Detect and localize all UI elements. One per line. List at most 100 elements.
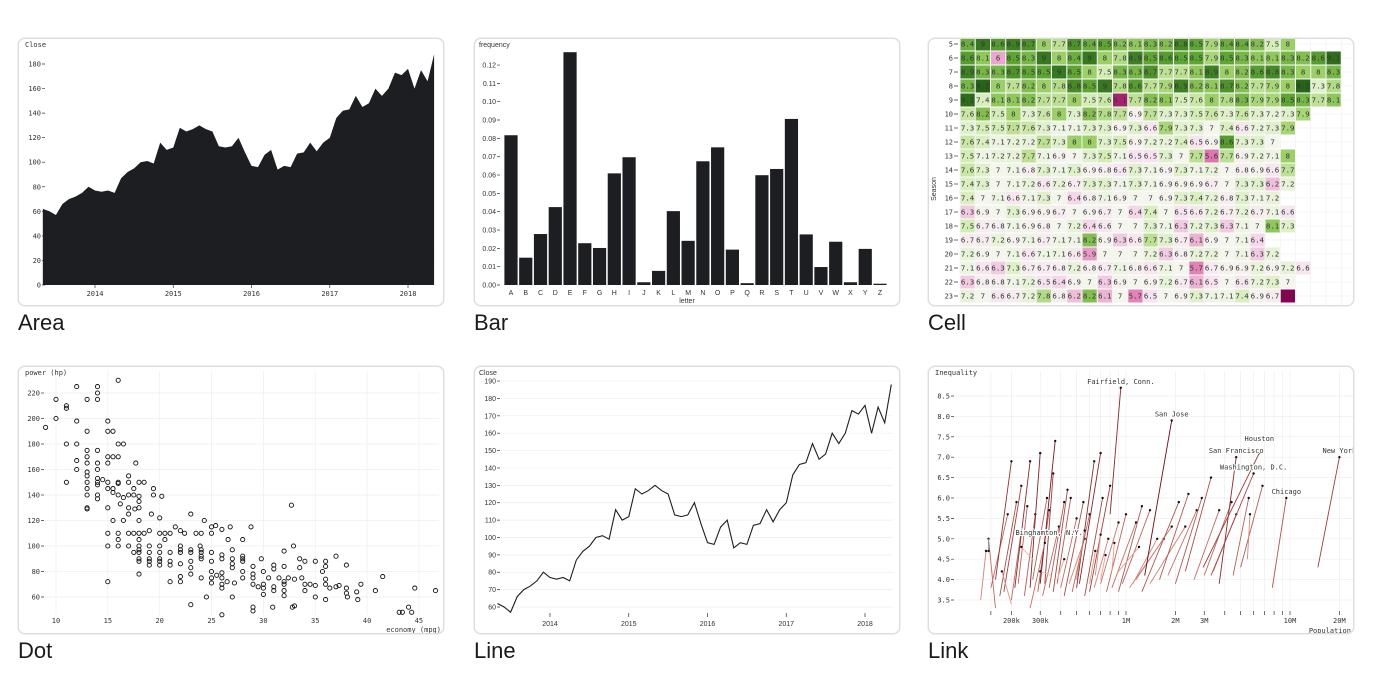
x-tick-label: U: [804, 290, 809, 297]
cell-label: 7: [981, 194, 985, 203]
cell: [1082, 51, 1097, 65]
cell: [1082, 191, 1097, 205]
season-label: 16: [945, 195, 953, 203]
line-chart-card[interactable]: 60 70 80 90 100 110 120 130 140 150 160 170 180 190 20…: [474, 366, 900, 634]
cell-label: 7.2: [1190, 222, 1203, 231]
cell-label: 7.8: [1113, 54, 1126, 63]
cell-label: 8.2: [1235, 82, 1248, 91]
cell: [1174, 191, 1189, 205]
dot-chart-card[interactable]: 10 15 20 25 30 35 40 45 60 80 100 120 140 160 180 200 22…: [18, 366, 444, 634]
cell: [975, 107, 990, 121]
y-tick-label: 100: [484, 535, 496, 542]
bar-caption[interactable]: Bar: [474, 310, 509, 335]
cell: [1021, 261, 1036, 275]
season-label: 12: [945, 139, 953, 147]
cell-chart-card[interactable]: Season 5 8.4 9 8.6 8.9 8.7 8 7.7 8.7 8.4 8.5 8.2 8.1 8…: [928, 38, 1354, 306]
link-caption[interactable]: Link: [928, 638, 969, 663]
cell: [1174, 275, 1189, 289]
cell: [975, 163, 990, 177]
dot: [225, 537, 231, 543]
cell: [991, 289, 1006, 303]
cell-label: 7.3: [1083, 152, 1096, 161]
link: [1203, 501, 1232, 576]
cell-label: 8: [1042, 40, 1046, 49]
cell: [1113, 191, 1128, 205]
cell-label: 7.6: [961, 166, 974, 175]
cell-label: 6.8: [1129, 264, 1142, 273]
cell: [1082, 39, 1097, 51]
dot-caption[interactable]: Dot: [18, 638, 53, 663]
x-tick-label: P: [730, 290, 735, 297]
cell: [1158, 51, 1173, 65]
area-caption[interactable]: Area: [18, 310, 65, 335]
cell-label: 8.1: [1190, 68, 1203, 77]
cell-label: 8.4: [1083, 40, 1097, 49]
cell-label: 8.5: [1007, 54, 1020, 63]
dot: [126, 473, 132, 479]
cell-label: 6.3: [1113, 236, 1126, 245]
link-chart-card[interactable]: 3.5 4.0 4.5 5.0 5.5 6.0 6.5 7.0 7.5 8.0 8.5 200k 300…: [928, 366, 1354, 634]
dot: [105, 486, 111, 492]
cell: [975, 39, 990, 51]
cell-label: 9.1: [1327, 54, 1340, 63]
cell: [1006, 121, 1021, 135]
cell-label: 7.6: [1205, 110, 1218, 119]
cell: [1067, 79, 1082, 93]
cell: [1235, 261, 1250, 275]
x-tick-label: K: [656, 290, 661, 297]
cell: [1128, 39, 1143, 51]
link: [1132, 538, 1158, 584]
dot: [270, 604, 276, 610]
cell-label: 7.1: [1098, 194, 1111, 203]
cell-label: 6.7: [976, 236, 989, 245]
cell: [1143, 261, 1158, 275]
cell-label: 7.9: [1266, 96, 1279, 105]
x-tick-label: 10: [52, 617, 60, 625]
link-endpoint: [1039, 570, 1042, 573]
season-label: 9: [949, 97, 953, 105]
cell-label: 8.8: [1068, 82, 1081, 91]
cell: [1006, 261, 1021, 275]
cell-label: 7.1: [1220, 292, 1233, 301]
dot: [126, 543, 132, 549]
cell-label: 6.8: [1083, 264, 1096, 273]
dot: [167, 549, 173, 555]
dot: [198, 556, 204, 562]
link: [999, 502, 1017, 596]
y-tick-label: 80: [32, 568, 40, 576]
cell: [1052, 275, 1067, 289]
dot: [136, 537, 142, 543]
cell-label: 7.8: [1052, 82, 1065, 91]
cell-label: 7: [1118, 222, 1122, 231]
cell-label: 7.3: [1052, 138, 1065, 147]
cell-caption[interactable]: Cell: [928, 310, 966, 335]
line-caption[interactable]: Line: [474, 638, 516, 663]
cell: [1021, 233, 1036, 247]
cell-label: 6.6: [1235, 124, 1248, 133]
x-tick-label: Z: [878, 290, 883, 297]
cell: [1265, 205, 1280, 219]
cell-label: 8.6: [1129, 82, 1142, 91]
cell-label: 6.9: [1068, 278, 1081, 287]
cell-label: 7.2: [991, 236, 1004, 245]
area-chart-card[interactable]: Close 0 20 40 60 80 100 120 140 160 180 2014 2015 201…: [18, 38, 444, 306]
cell: [1158, 275, 1173, 289]
cell: [1219, 261, 1234, 275]
cell-label: 7: [1148, 194, 1152, 203]
cell: [1036, 51, 1051, 65]
y-axis-label: power (hp): [25, 369, 67, 377]
cell: [1326, 51, 1341, 65]
cell-label: 8.5: [1037, 68, 1050, 77]
dot: [240, 553, 246, 559]
cell: [1280, 39, 1295, 51]
cell-label: 8.2: [1022, 96, 1035, 105]
y-tick-label: 4.0: [937, 576, 950, 584]
cell-label: 6.9: [1022, 208, 1035, 217]
bar-chart-card[interactable]: frequency 0.00 0.01 0.02 0.03 0.04 0.05 0.06 0.0…: [474, 38, 900, 306]
cell-label: 7.2: [961, 250, 974, 259]
link-endpoint: [1113, 541, 1116, 545]
cell-label: 8.1: [1266, 222, 1279, 231]
cell-label: 7.3: [1281, 222, 1294, 231]
cell: [1158, 107, 1173, 121]
cell: [1067, 275, 1082, 289]
